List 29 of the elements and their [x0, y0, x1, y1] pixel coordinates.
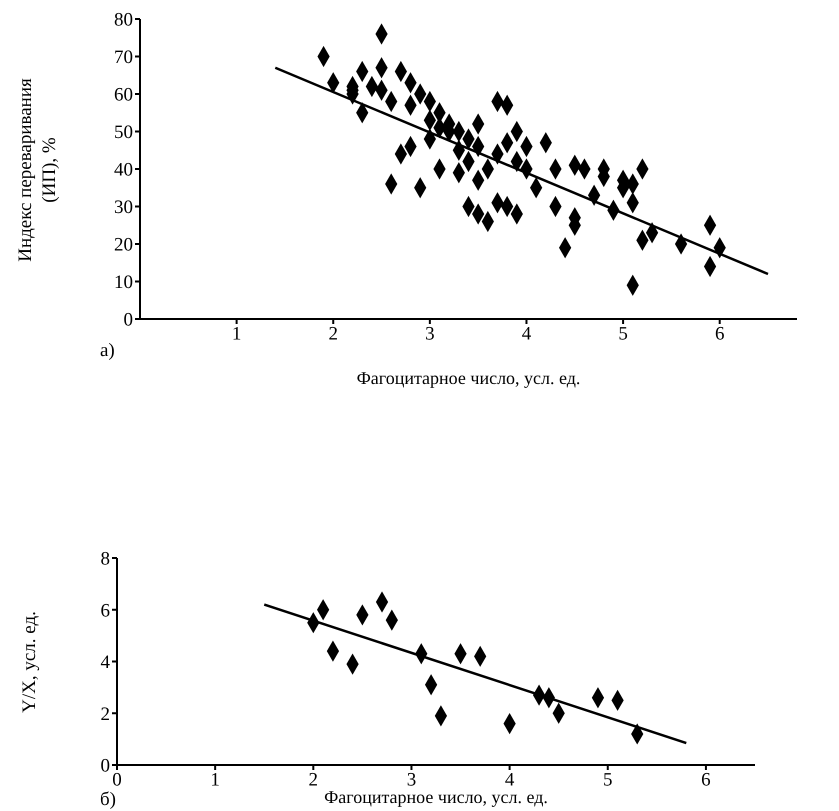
y-tick-label: 40 [114, 160, 133, 181]
y-axis-title: Y/X, усл. ед. [18, 610, 41, 715]
text: а) [100, 340, 115, 362]
y-tick-label: 30 [114, 197, 133, 218]
y-tick-label: 70 [114, 47, 133, 68]
y-tick-label: 10 [114, 272, 133, 294]
y-tick-label: 8 [100, 548, 110, 570]
y-tick-label: 2 [100, 704, 110, 725]
y-tick-label: 60 [114, 84, 133, 106]
x-tick-label: 5 [618, 323, 628, 344]
x-tick-label: 6 [701, 769, 711, 790]
text: б) [100, 789, 116, 811]
y-tick-label: 80 [114, 10, 133, 31]
y-tick-label: 6 [100, 600, 110, 622]
x-tick-label: 2 [308, 769, 318, 790]
x-tick-label: 2 [328, 323, 338, 344]
y-tick-label: 50 [114, 122, 133, 144]
x-tick-label: 1 [232, 323, 242, 344]
x-axis-title: Фагоцитарное число, усл. ед. [356, 368, 582, 389]
x-tick-label: 6 [714, 323, 724, 344]
y-axis-title: Индекс переваривания (ИП), % [14, 77, 61, 264]
y-tick-label: 0 [124, 310, 133, 331]
y-tick-label: 4 [100, 652, 110, 674]
x-tick-label: 4 [522, 323, 532, 344]
x-tick-label: 5 [603, 769, 613, 790]
x-tick-label: 3 [425, 323, 435, 344]
y-tick-label: 0 [100, 756, 110, 777]
x-tick-label: 1 [210, 769, 220, 790]
y-tick-label: 20 [114, 234, 133, 256]
